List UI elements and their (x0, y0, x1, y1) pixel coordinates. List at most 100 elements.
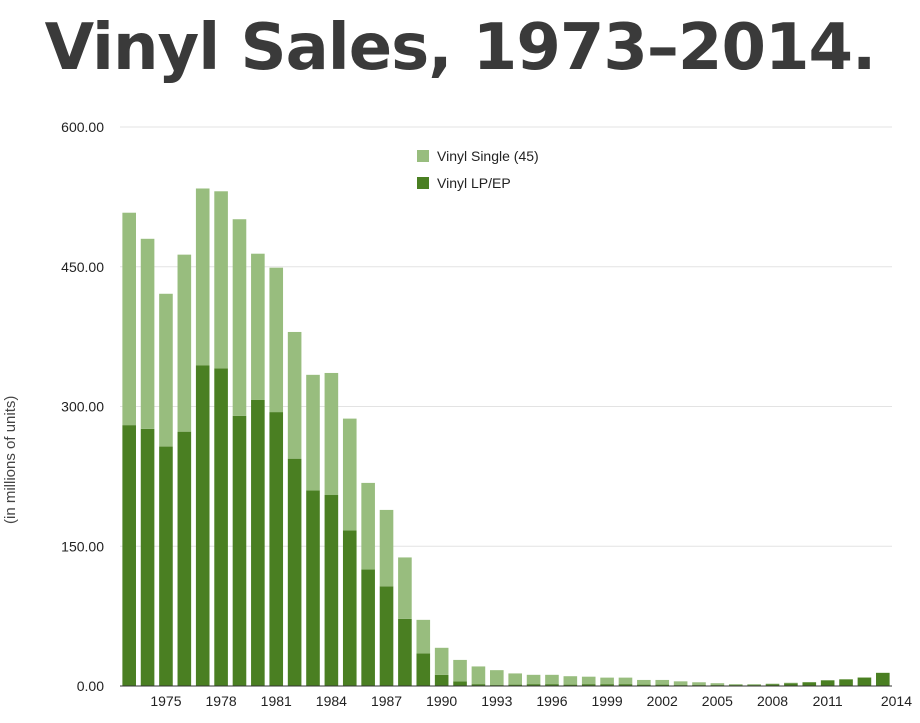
bar-single-1985 (342, 418, 357, 531)
bar-single-1975 (159, 293, 173, 447)
x-tick-label: 2005 (702, 693, 733, 709)
y-axis-ticks: 0.00 150.00 300.00 450.00 600.00 (61, 119, 104, 694)
x-tick-label: 1990 (426, 693, 457, 709)
bar-lp-1980 (251, 399, 265, 686)
x-tick-label: 2011 (813, 693, 843, 709)
y-tick-label: 450.00 (61, 259, 104, 275)
bar-lp-1995 (526, 684, 541, 686)
bar-lp-1982 (287, 458, 302, 686)
bar-single-1974 (140, 238, 155, 429)
x-tick-label: 2008 (757, 693, 788, 709)
y-tick-label: 300.00 (61, 399, 104, 415)
bar-lp-1974 (140, 428, 155, 686)
bar-single-1984 (324, 372, 339, 496)
bar-single-2002 (655, 679, 670, 685)
x-tick-label: 1975 (150, 693, 181, 709)
y-tick-label: 150.00 (61, 538, 104, 554)
bar-lp-1981 (269, 412, 284, 686)
x-tick-label: 1981 (261, 693, 292, 709)
bar-lp-2001 (637, 684, 651, 686)
bar-lp-1983 (306, 490, 320, 686)
bar-single-2005 (710, 683, 725, 686)
bar-single-1995 (526, 674, 541, 685)
legend-swatch-single (417, 150, 429, 162)
bar-single-1988 (398, 557, 412, 619)
legend-swatch-lp (417, 177, 429, 189)
x-tick-label: 1987 (371, 693, 402, 709)
bar-single-1987 (379, 509, 394, 587)
bar-single-2007 (747, 684, 761, 686)
bar-lp-1977 (195, 365, 210, 686)
y-tick-label: 0.00 (77, 678, 104, 694)
bar-lp-2010 (802, 682, 817, 686)
bar-lp-1991 (453, 681, 467, 686)
bar-lp-2011 (820, 680, 835, 686)
bar-lp-1986 (361, 569, 375, 686)
bar-single-1976 (177, 254, 192, 432)
legend: Vinyl Single (45) Vinyl LP/EP (417, 148, 539, 191)
bar-single-1977 (195, 188, 210, 366)
x-tick-label: 1978 (206, 693, 237, 709)
bar-lp-1978 (214, 368, 228, 686)
x-tick-label: 1993 (481, 693, 512, 709)
bar-lp-2000 (618, 684, 633, 686)
x-axis-ticks: 1975 1978 1981 1984 1987 1990 1993 1996 1999 2002… (150, 693, 912, 709)
bar-single-1998 (581, 676, 596, 685)
bar-single-1981 (269, 267, 284, 413)
bar-lp-1997 (563, 684, 578, 686)
bar-single-1993 (490, 670, 504, 686)
bar-single-1992 (471, 666, 486, 685)
bar-lp-1994 (508, 684, 522, 686)
bar-lp-1998 (581, 684, 596, 686)
bar-lp-2009 (784, 683, 798, 686)
x-tick-label: 1999 (592, 693, 623, 709)
bar-lp-1979 (232, 415, 247, 686)
bar-single-1994 (508, 673, 522, 685)
bar-single-1980 (251, 253, 265, 400)
bar-single-2006 (728, 684, 743, 686)
y-tick-label: 600.00 (61, 119, 104, 135)
bar-single-1983 (306, 374, 320, 491)
bar-lp-2008 (765, 684, 780, 686)
bar-lp-1976 (177, 431, 192, 686)
bar-lp-2012 (839, 679, 853, 686)
bar-lp-1985 (342, 530, 357, 686)
bar-single-1997 (563, 676, 578, 685)
x-tick-label: 1984 (316, 693, 347, 709)
legend-label-single: Vinyl Single (45) (437, 148, 539, 164)
bar-lp-2002 (655, 684, 670, 686)
bar-lp-1973 (122, 425, 136, 686)
bar-single-1986 (361, 482, 375, 570)
bar-lp-2013 (857, 677, 872, 686)
bar-single-1982 (287, 331, 302, 459)
gridlines (120, 126, 892, 547)
x-tick-label: 2002 (647, 693, 678, 709)
x-tick-label: 1996 (536, 693, 567, 709)
bar-single-1973 (122, 212, 136, 426)
bar-lp-1989 (416, 653, 431, 686)
legend-label-lp: Vinyl LP/EP (437, 175, 511, 191)
bar-single-1989 (416, 619, 431, 654)
bar-single-2004 (692, 682, 706, 686)
bar-single-1991 (453, 659, 467, 682)
bar-lp-1990 (434, 674, 449, 686)
bar-single-1979 (232, 219, 247, 416)
x-tick-label: 2014 (881, 693, 912, 709)
bar-single-1999 (600, 677, 614, 685)
bars (122, 188, 890, 686)
bar-lp-2014 (876, 672, 890, 686)
bar-lp-1984 (324, 495, 339, 686)
bar-single-1996 (545, 674, 559, 685)
bar-lp-1988 (398, 618, 412, 686)
bar-lp-1975 (159, 446, 173, 686)
bar-single-1990 (434, 647, 449, 675)
bar-lp-1987 (379, 586, 394, 686)
bar-lp-1996 (545, 684, 559, 686)
chart-title: Vinyl Sales, 1973–2014. (44, 11, 877, 85)
bar-lp-1999 (600, 684, 614, 686)
bar-single-2001 (637, 679, 651, 685)
bar-single-2003 (673, 681, 688, 686)
bar-single-1978 (214, 191, 228, 369)
bar-lp-1992 (471, 684, 486, 686)
